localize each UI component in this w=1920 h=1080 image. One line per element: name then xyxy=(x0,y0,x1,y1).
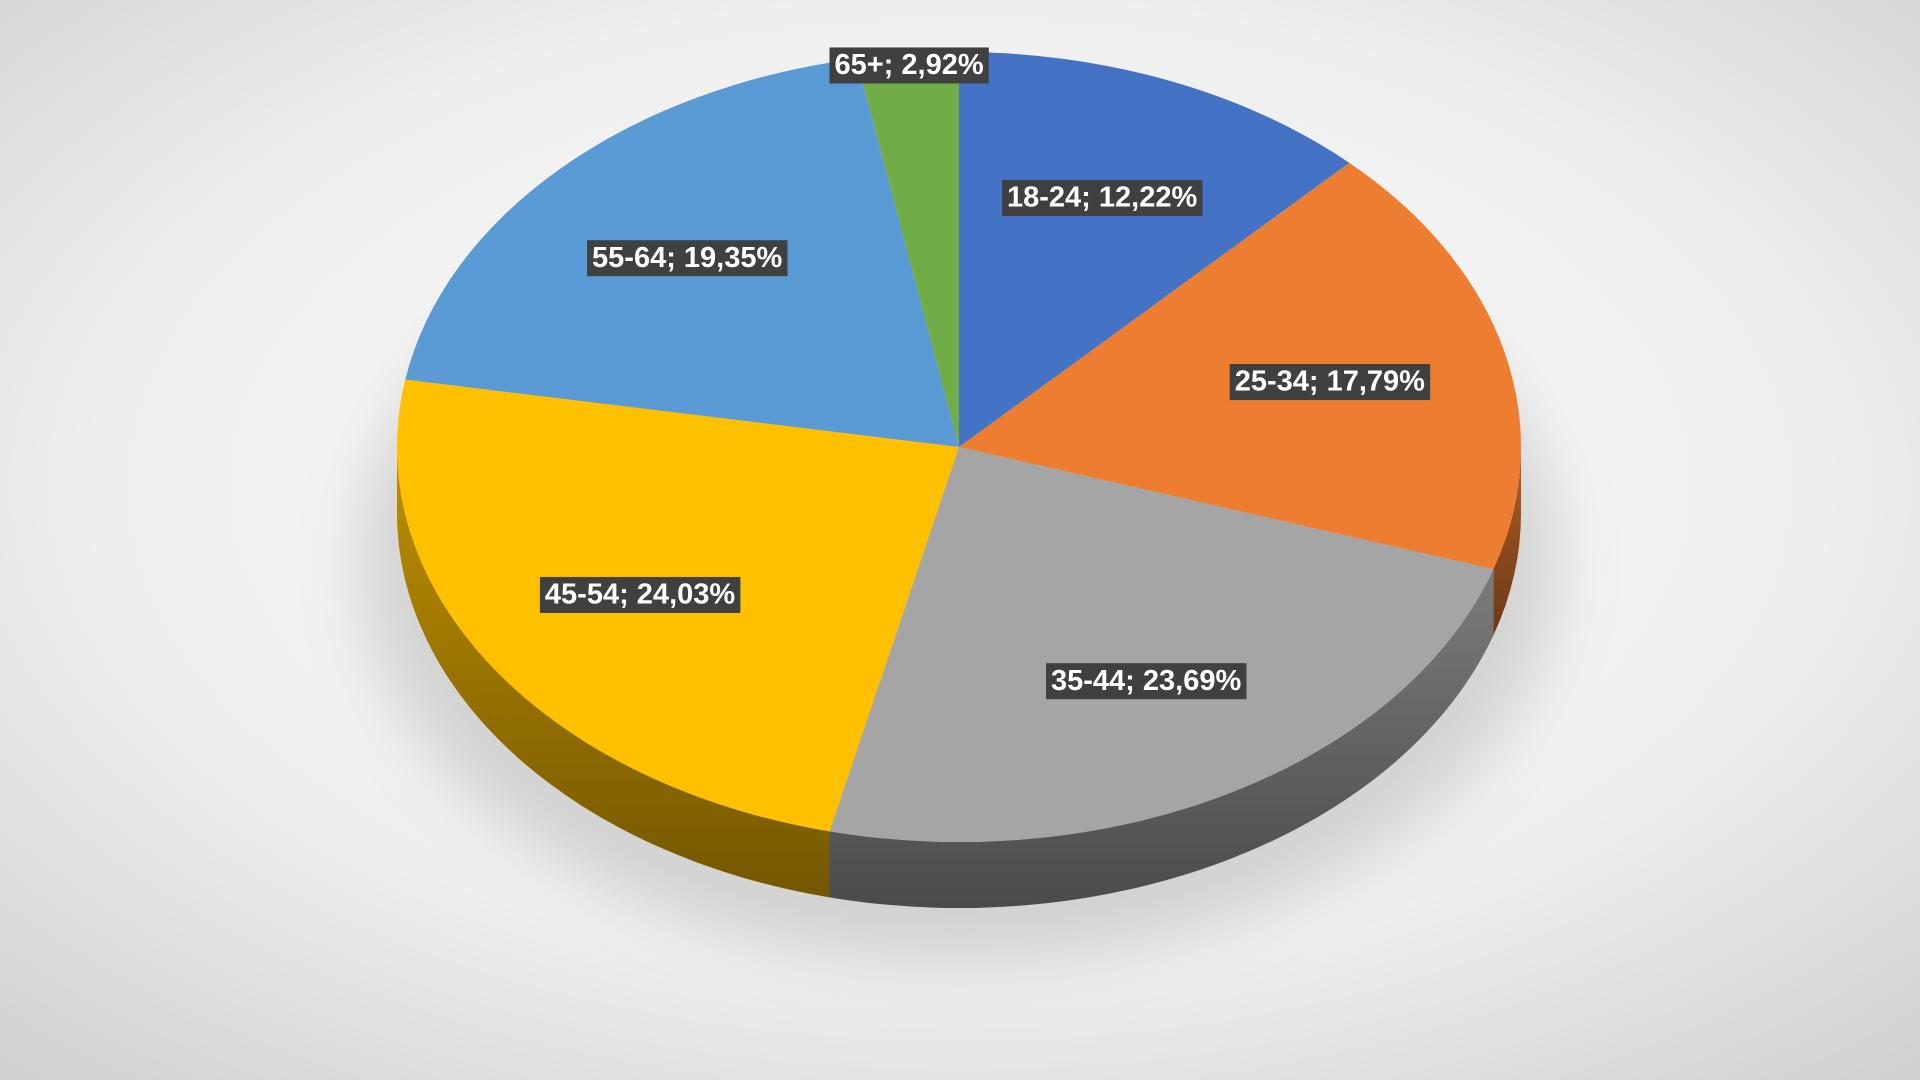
data-label-box xyxy=(1002,179,1203,216)
slice xyxy=(856,52,959,447)
data-label-box xyxy=(1046,663,1247,700)
data-label-box xyxy=(587,240,788,277)
slice-side-shade xyxy=(397,447,830,898)
slice-side-shade xyxy=(1493,447,1521,636)
data-label: 65+; 2,92% xyxy=(834,49,983,81)
slice xyxy=(829,447,1494,842)
data-label-box xyxy=(829,47,989,84)
slice-side-shade xyxy=(829,569,1494,908)
data-label: 18-24; 12,22% xyxy=(1007,182,1197,214)
data-label: 45-54; 24,03% xyxy=(545,579,735,611)
slice xyxy=(959,52,1350,447)
data-label-box xyxy=(539,576,741,613)
data-labels: 18-24; 12,22% 25-34; 17,79% 35-44; 23,69% 4… xyxy=(539,47,1431,700)
data-label: 25-34; 17,79% xyxy=(1235,366,1425,398)
pie-top xyxy=(396,52,1521,842)
pie-sides xyxy=(397,447,1521,908)
data-label-box xyxy=(1229,364,1431,401)
data-label: 55-64; 19,35% xyxy=(592,242,782,274)
data-label: 35-44; 23,69% xyxy=(1051,665,1241,697)
